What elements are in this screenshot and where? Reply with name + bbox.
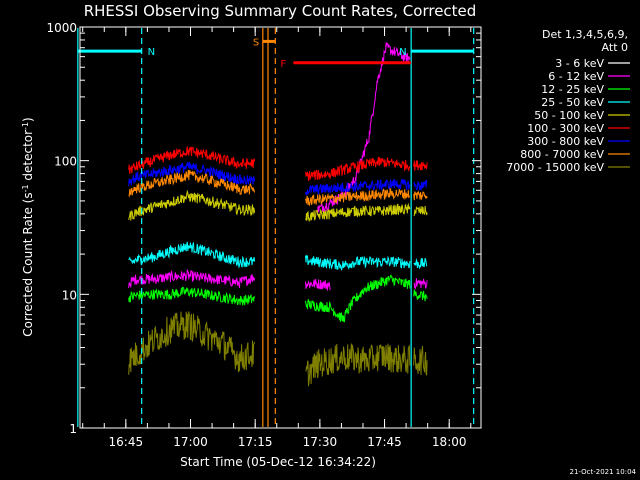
marker-1-label: N bbox=[399, 47, 406, 58]
series-6 bbox=[128, 161, 428, 196]
x-tick-label-1: 17:00 bbox=[173, 435, 208, 449]
series-4-segment-1 bbox=[305, 202, 411, 223]
series-4-segment-0 bbox=[128, 189, 256, 221]
legend-label-8: 7000 - 15000 keV bbox=[506, 161, 604, 174]
marker-3-label: F bbox=[280, 59, 286, 70]
series-5-segment-2 bbox=[413, 160, 428, 171]
series-7-segment-2 bbox=[413, 190, 428, 201]
legend-label-6: 300 - 800 keV bbox=[527, 135, 604, 148]
x-axis-label: Start Time (05-Dec-12 16:34:22) bbox=[180, 455, 376, 469]
x-tick-label-4: 17:45 bbox=[367, 435, 402, 449]
series-5 bbox=[128, 146, 428, 181]
series-8-segment-2 bbox=[413, 345, 428, 377]
series-6-segment-0 bbox=[128, 161, 256, 187]
y-axis-label-exp1: -1 bbox=[21, 184, 30, 192]
legend-title-line-0: Det 1,3,4,5,6,9, bbox=[542, 28, 628, 41]
y-axis-label-base: Corrected Count Rate (s bbox=[21, 192, 35, 336]
footer-date: 21-Oct-2021 10:04 bbox=[570, 468, 637, 476]
chart-title: RHESSI Observing Summary Count Rates, Co… bbox=[84, 2, 477, 20]
series-6-segment-2 bbox=[413, 179, 428, 191]
series-6-segment-1 bbox=[305, 179, 411, 196]
legend-label-4: 50 - 100 keV bbox=[534, 109, 604, 122]
legend-label-7: 800 - 7000 keV bbox=[520, 148, 604, 161]
x-tick-label-5: 18:00 bbox=[432, 435, 467, 449]
series-3-segment-1 bbox=[305, 255, 411, 271]
series-8-segment-0 bbox=[128, 311, 256, 375]
series-7-segment-1 bbox=[305, 187, 411, 207]
x-tick-label-2: 17:15 bbox=[238, 435, 273, 449]
series-2-segment-2 bbox=[413, 289, 428, 302]
series-1-segment-2 bbox=[316, 42, 411, 215]
series-3-segment-0 bbox=[128, 241, 256, 269]
series-1-segment-0 bbox=[128, 268, 256, 289]
series-7 bbox=[128, 169, 428, 207]
series-8-segment-1 bbox=[305, 343, 411, 387]
series-7-segment-0 bbox=[128, 169, 256, 198]
y-axis-label: Corrected Count Rate (s-1 detector-1) bbox=[21, 117, 36, 336]
legend-label-3: 25 - 50 keV bbox=[541, 96, 604, 109]
series-5-segment-1 bbox=[305, 156, 411, 181]
series-4-segment-2 bbox=[413, 205, 428, 216]
series-2-segment-1 bbox=[305, 274, 411, 323]
series-8 bbox=[128, 311, 428, 387]
marker-0-label: N bbox=[148, 47, 155, 58]
y-tick-label-3: 1000 bbox=[46, 21, 77, 35]
y-tick-label-0: 1 bbox=[69, 422, 77, 436]
plot-frame bbox=[79, 26, 482, 429]
x-tick-label-0: 16:45 bbox=[109, 435, 144, 449]
series-1-segment-1 bbox=[305, 279, 331, 291]
legend-label-0: 3 - 6 keV bbox=[555, 57, 604, 70]
legend-title-line-1: Att 0 bbox=[602, 41, 628, 54]
y-axis-label-mid: detector bbox=[21, 130, 35, 185]
plot-area bbox=[128, 42, 428, 387]
legend-label-5: 100 - 300 keV bbox=[527, 122, 604, 135]
series-1 bbox=[128, 42, 428, 291]
series-2 bbox=[128, 274, 428, 323]
y-tick-label-2: 100 bbox=[54, 155, 77, 169]
series-4 bbox=[128, 189, 428, 223]
series-5-segment-0 bbox=[128, 146, 256, 174]
series-1-segment-3 bbox=[413, 278, 428, 290]
y-tick-label-1: 10 bbox=[62, 288, 77, 302]
series-3 bbox=[128, 241, 428, 271]
marker-2-label: S bbox=[253, 37, 259, 48]
x-tick-label-3: 17:30 bbox=[303, 435, 338, 449]
y-axis-label-exp2: -1 bbox=[21, 122, 30, 130]
series-2-segment-0 bbox=[128, 286, 256, 306]
y-axis-label-end: ) bbox=[21, 117, 35, 122]
axes: 1 10 100 1000 16:45 17:00 17:15 17:30 17:45 18:00 bbox=[46, 21, 482, 449]
event-markers: N N S F bbox=[77, 28, 475, 427]
legend-label-1: 6 - 12 keV bbox=[548, 70, 604, 83]
series-3-segment-2 bbox=[413, 258, 428, 270]
legend-label-2: 12 - 25 keV bbox=[541, 83, 604, 96]
